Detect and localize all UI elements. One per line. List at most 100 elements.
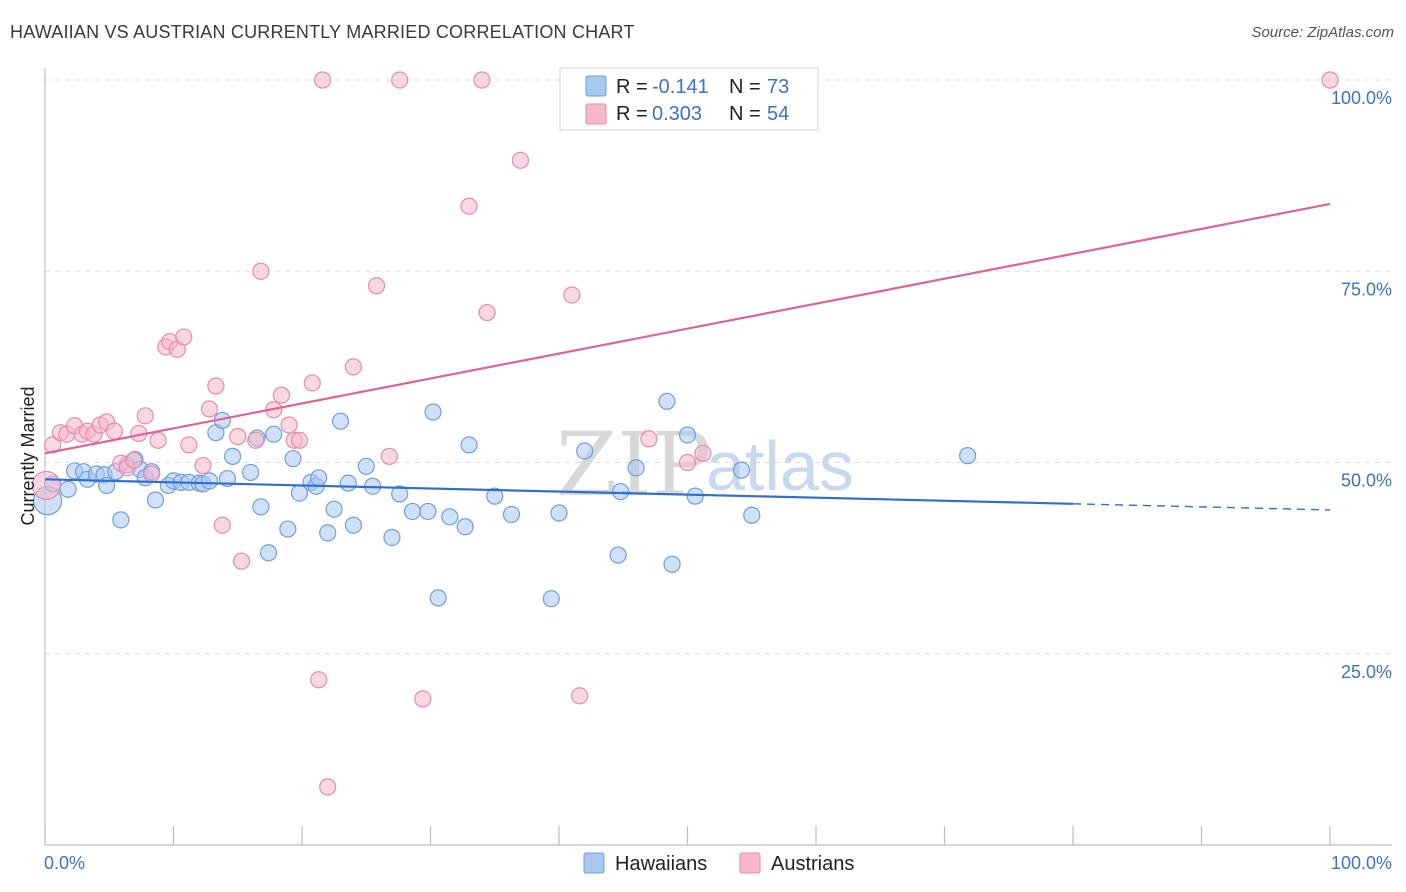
legend-n-label-austrians: N = (729, 103, 761, 125)
hawaiians-point-66 (686, 487, 704, 505)
tick-labels: 25.0% 50.0% 75.0% 100.0% 0.0% 100.0% (44, 88, 1392, 873)
axes (44, 68, 1392, 846)
watermark: ZIP atlas (556, 413, 854, 516)
austrians-points (31, 71, 1339, 796)
austrians-point-24 (200, 400, 219, 418)
austrians-point-47 (478, 303, 496, 322)
hawaiians-point-63 (658, 392, 676, 410)
hawaiians-point-54 (460, 436, 478, 454)
hawaiians-point-49 (419, 502, 437, 521)
bottom-legend-label-austrians: Austrians (771, 853, 854, 875)
hawaiians-point-50 (424, 403, 442, 421)
hawaiians-point-67 (732, 461, 751, 479)
y-tick-label-0: 25.0% (1341, 662, 1392, 682)
austrians-point-43 (391, 71, 409, 89)
hawaiians-point-44 (357, 457, 375, 475)
legend-r-label-austrians: R = (616, 103, 648, 125)
legend-r-value-hawaiians: -0.141 (652, 76, 709, 98)
hawaiians-point-27 (224, 447, 242, 465)
austrians-point-15 (136, 407, 154, 425)
austrians-point-42 (380, 447, 398, 465)
austrians-point-52 (678, 453, 697, 472)
austrians-point-50 (570, 687, 589, 705)
legend-swatch-austrians (585, 103, 607, 125)
bottom-legend-swatch-austrians (739, 852, 761, 874)
hawaiians-point-53 (456, 518, 474, 536)
legend-n-value-austrians: 54 (767, 103, 789, 125)
legend-r-value-austrians: 0.303 (652, 103, 702, 125)
bottom-legend-swatch-hawaiians (583, 852, 605, 874)
hawaiians-point-56 (502, 505, 521, 524)
austrians-point-37 (310, 671, 328, 689)
hawaiians-point-46 (383, 528, 401, 547)
hawaiians-point-51 (429, 589, 447, 607)
austrians-point-16 (143, 465, 161, 483)
austrians-point-25 (207, 377, 225, 395)
legend-n-label-hawaiians: N = (729, 76, 761, 98)
hawaiians-point-65 (678, 426, 697, 444)
austrians-point-46 (473, 71, 491, 89)
austrians-point-51 (640, 430, 658, 448)
austrians-point-49 (563, 286, 581, 304)
bottom-legend-label-hawaiians: Hawaiians (615, 853, 707, 875)
hawaiians-trend-extension (1072, 503, 1331, 511)
y-tick-label-3: 100.0% (1331, 88, 1392, 108)
legend-n-value-hawaiians: 73 (767, 76, 789, 98)
austrians-point-13 (125, 451, 143, 469)
austrians-point-32 (272, 386, 291, 404)
hawaiians-point-61 (612, 482, 630, 501)
austrians-point-26 (213, 516, 231, 534)
legend-r-label-hawaiians: R = (616, 76, 648, 98)
austrians-point-48 (511, 151, 530, 169)
hawaiians-point-41 (331, 412, 350, 430)
austrians-point-21 (175, 328, 193, 346)
hawaiians-point-69 (959, 447, 977, 465)
austrians-point-53 (694, 444, 712, 462)
austrians-point-10 (105, 422, 123, 440)
hawaiians-trend-line (44, 478, 1074, 505)
austrians-point-29 (247, 431, 265, 449)
chart-title: HAWAIIAN VS AUSTRIAN CURRENTLY MARRIED C… (10, 22, 635, 42)
austrians-point-40 (344, 358, 362, 376)
austrians-point-28 (233, 552, 251, 570)
austrians-point-44 (414, 690, 432, 708)
hawaiians-point-39 (319, 524, 337, 542)
hawaiians-point-30 (252, 498, 270, 516)
stats-legend: R = -0.141 N = 73 R = 0.303 N = 54 (559, 67, 819, 131)
hawaiians-point-31 (259, 544, 278, 562)
hawaiians-point-57 (542, 590, 560, 608)
hawaiians-point-58 (550, 504, 568, 522)
hawaiians-point-52 (441, 508, 459, 526)
legend-swatch-hawaiians (585, 75, 607, 97)
hawaiians-point-62 (627, 459, 645, 477)
austrians-trend-line (44, 202, 1331, 455)
y-axis-title: Currently Married (18, 386, 38, 525)
hawaiians-point-42 (339, 474, 357, 492)
austrians-point-41 (367, 277, 386, 295)
hawaiians-point-10 (112, 511, 130, 529)
austrians-point-23 (194, 456, 212, 475)
austrians-point-38 (313, 71, 332, 89)
austrians-point-17 (149, 431, 167, 449)
y-tick-label-2: 75.0% (1341, 279, 1392, 299)
y-tick-label-1: 50.0% (1341, 471, 1392, 491)
hawaiians-point-34 (284, 450, 302, 468)
hawaiians-point-16 (146, 491, 165, 509)
source-label: Source: ZipAtlas.com (1251, 24, 1394, 41)
trend-lines (44, 202, 1331, 511)
austrians-point-22 (180, 436, 198, 454)
austrians-point-33 (280, 416, 298, 434)
grid-lines (45, 79, 1392, 655)
series-legend: Hawaiians Austrians (583, 852, 854, 875)
hawaiians-point-28 (242, 463, 260, 482)
hawaiians-point-40 (325, 500, 343, 518)
austrians-point-35 (290, 431, 309, 449)
x-tick-label-1: 100.0% (1331, 853, 1392, 873)
hawaiians-point-60 (609, 546, 627, 564)
hawaiians-point-43 (344, 516, 362, 534)
austrians-point-36 (303, 374, 321, 392)
hawaiians-point-47 (391, 485, 409, 503)
watermark-atlas: atlas (706, 427, 854, 505)
austrians-point-30 (252, 262, 270, 280)
hawaiians-point-33 (279, 520, 297, 538)
